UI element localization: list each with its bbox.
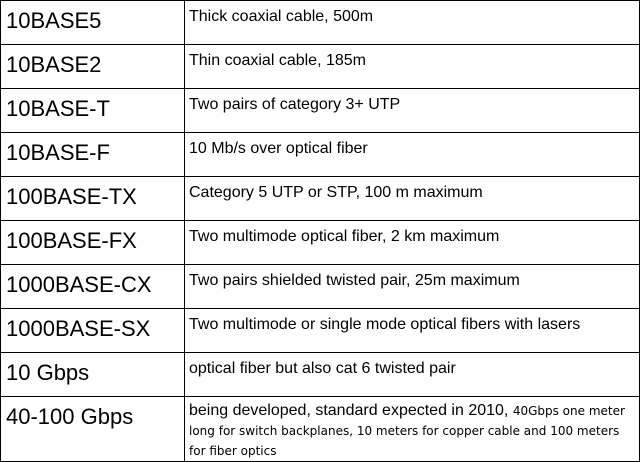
standard-name: 10BASE5 xyxy=(0,0,185,45)
standard-description: Two pairs shielded twisted pair, 25m max… xyxy=(184,264,640,309)
standard-name: 40-100 Gbps xyxy=(0,396,185,462)
table-row: 1000BASE-CX Two pairs shielded twisted p… xyxy=(0,264,640,309)
table-row: 10BASE5 Thick coaxial cable, 500m xyxy=(0,0,640,45)
table-row: 40-100 Gbps being developed, standard ex… xyxy=(0,396,640,462)
standard-name: 100BASE-TX xyxy=(0,176,185,221)
standard-description: optical fiber but also cat 6 twisted pai… xyxy=(184,352,640,397)
standard-name: 100BASE-FX xyxy=(0,220,185,265)
standard-description: being developed, standard expected in 20… xyxy=(184,396,640,462)
standard-description: Two pairs of category 3+ UTP xyxy=(184,88,640,133)
table-row: 100BASE-TX Category 5 UTP or STP, 100 m … xyxy=(0,176,640,221)
standard-description: Two multimode or single mode optical fib… xyxy=(184,308,640,353)
table-row: 10BASE-F 10 Mb/s over optical fiber xyxy=(0,132,640,177)
standard-description: Category 5 UTP or STP, 100 m maximum xyxy=(184,176,640,221)
table-row: 10BASE2 Thin coaxial cable, 185m xyxy=(0,44,640,89)
description-note: 40Gbps one meter long for switch backpla… xyxy=(189,404,625,458)
standard-name: 1000BASE-SX xyxy=(0,308,185,353)
table-row: 100BASE-FX Two multimode optical fiber, … xyxy=(0,220,640,265)
table-row: 10BASE-T Two pairs of category 3+ UTP xyxy=(0,88,640,133)
standard-name: 10BASE-T xyxy=(0,88,185,133)
standard-description: 10 Mb/s over optical fiber xyxy=(184,132,640,177)
standard-name: 1000BASE-CX xyxy=(0,264,185,309)
table-row: 10 Gbps optical fiber but also cat 6 twi… xyxy=(0,352,640,397)
standard-description: Two multimode optical fiber, 2 km maximu… xyxy=(184,220,640,265)
standard-name: 10 Gbps xyxy=(0,352,185,397)
standard-name: 10BASE-F xyxy=(0,132,185,177)
standard-description: Thin coaxial cable, 185m xyxy=(184,44,640,89)
standard-name: 10BASE2 xyxy=(0,44,185,89)
description-main: being developed, standard expected in 20… xyxy=(189,402,509,419)
standard-description: Thick coaxial cable, 500m xyxy=(184,0,640,45)
table-row: 1000BASE-SX Two multimode or single mode… xyxy=(0,308,640,353)
